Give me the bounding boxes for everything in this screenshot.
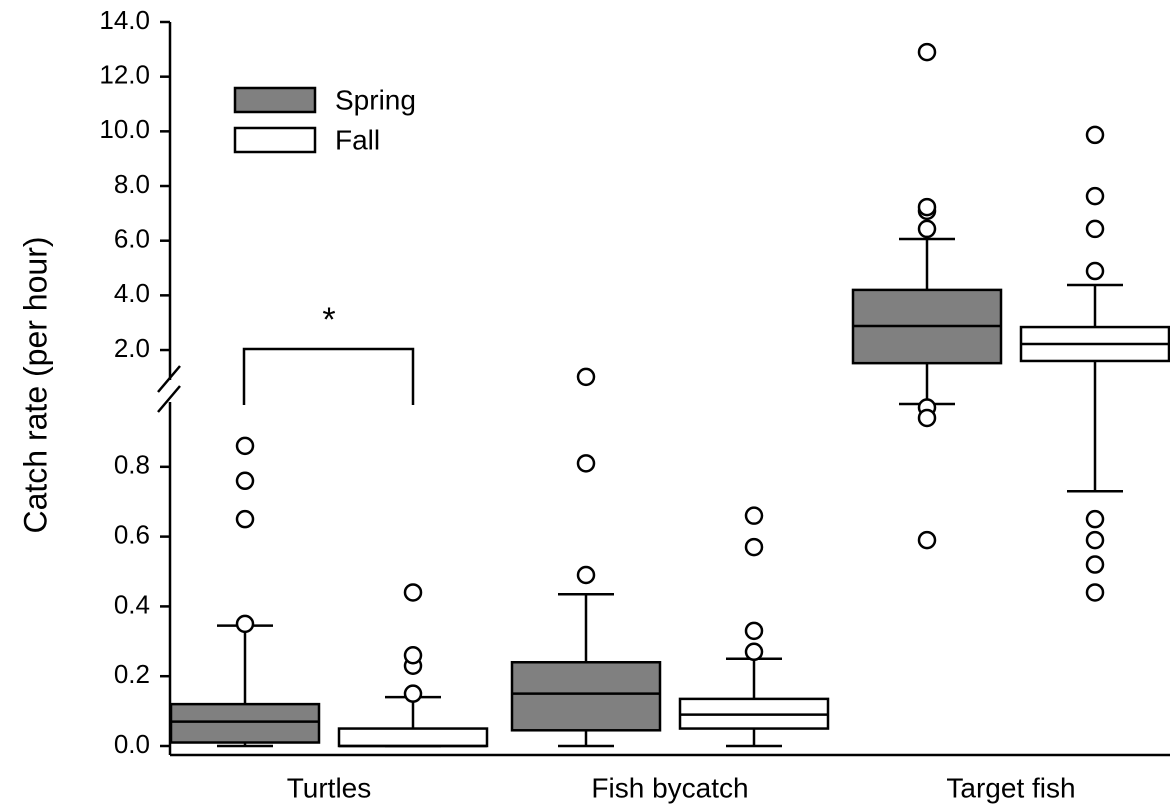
outlier	[917, 42, 937, 62]
legend-label: Spring	[335, 84, 416, 115]
x-tick-label: Fish bycatch	[591, 772, 748, 803]
significance-bracket	[242, 347, 415, 405]
box	[169, 702, 321, 744]
y-tick-label: 14.0	[99, 5, 150, 35]
legend-label: Fall	[335, 124, 380, 155]
y-tick-label: 0.4	[114, 589, 150, 619]
outlier	[235, 509, 255, 529]
outlier	[917, 197, 937, 217]
outlier	[1085, 530, 1105, 550]
y-tick-label: 0.2	[114, 659, 150, 689]
outlier	[917, 530, 937, 550]
outlier	[1085, 509, 1105, 529]
axis-break	[157, 365, 181, 393]
y-tick-label: 6.0	[114, 224, 150, 254]
box	[510, 660, 662, 732]
y-tick-label: 0.8	[114, 450, 150, 480]
outlier	[744, 537, 764, 557]
outlier	[235, 436, 255, 456]
box	[337, 727, 489, 748]
y-tick-label: 0.6	[114, 519, 150, 549]
outlier	[576, 454, 596, 473]
y-axis-label: Catch rate (per hour)	[17, 236, 53, 533]
x-tick-label: Turtles	[287, 772, 372, 803]
outlier	[403, 684, 423, 703]
outlier	[1085, 219, 1105, 239]
y-tick-label: 8.0	[114, 169, 150, 199]
outlier	[403, 583, 423, 602]
outlier	[1085, 555, 1105, 574]
axis-break	[157, 385, 181, 413]
outlier	[235, 471, 255, 491]
x-tick-label: Target fish	[946, 772, 1075, 803]
legend-swatch	[233, 86, 317, 114]
outlier	[1085, 186, 1105, 206]
outlier	[744, 506, 764, 525]
outlier	[917, 408, 937, 428]
outlier	[403, 646, 423, 665]
y-tick-label: 12.0	[99, 60, 150, 90]
y-tick-label: 0.0	[114, 729, 150, 759]
outlier	[744, 621, 764, 641]
outlier	[1085, 583, 1105, 602]
outlier	[1085, 261, 1105, 281]
legend-swatch	[233, 126, 317, 154]
outlier	[1085, 125, 1105, 145]
y-tick-label: 4.0	[114, 278, 150, 308]
y-tick-label: 10.0	[99, 114, 150, 144]
outlier	[576, 565, 596, 585]
axis-lines	[157, 22, 1170, 757]
outlier	[576, 367, 596, 387]
significance-marker: *	[322, 301, 335, 339]
outlier	[744, 642, 764, 662]
y-tick-label: 2.0	[114, 333, 150, 363]
outlier	[917, 219, 937, 239]
outlier	[235, 614, 255, 634]
